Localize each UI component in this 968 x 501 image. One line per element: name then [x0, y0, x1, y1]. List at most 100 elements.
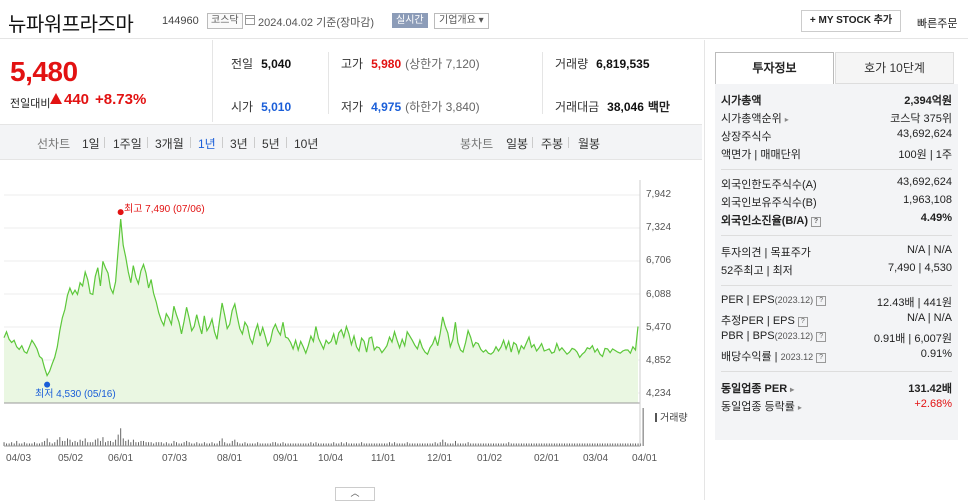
open-price: 시가 5,010 — [231, 100, 292, 114]
tab-orderbook-10[interactable]: 호가 10단계 — [835, 52, 954, 84]
volume-bar — [386, 443, 388, 446]
calendar-icon — [245, 15, 255, 25]
industry-per-row[interactable]: 동일업종 PER ▸ 131.42배 — [721, 383, 952, 395]
volume-bar — [328, 443, 330, 446]
volume-bar — [401, 443, 403, 446]
period-5y[interactable]: 5년 — [262, 137, 280, 151]
volume-bar — [302, 443, 304, 446]
volume-bar — [89, 442, 91, 446]
volume-bar — [224, 442, 226, 446]
help-icon: ? — [811, 217, 821, 227]
quick-order-link[interactable]: 빠른주문 — [917, 18, 958, 30]
volume-bar — [419, 443, 421, 446]
volume-bar — [500, 443, 502, 446]
industry-rate-row[interactable]: 동일업종 등락률 ▸ +2.68% — [721, 398, 952, 413]
volume-bar — [404, 443, 406, 446]
add-my-stock-button[interactable]: + MY STOCK 추가 — [801, 10, 901, 32]
x-tick-label: 06/01 — [108, 453, 134, 464]
volume-bar — [371, 443, 373, 446]
tab-investment-info[interactable]: 투자정보 — [715, 52, 834, 84]
volume-bar — [183, 442, 185, 446]
high-marker — [117, 209, 124, 216]
volume-bar — [335, 443, 337, 446]
period-3m[interactable]: 3개월 — [155, 137, 184, 151]
y-tick-label: 7,324 — [646, 222, 672, 233]
divider — [721, 371, 952, 372]
volume-bar — [300, 443, 302, 446]
y-tick-label: 6,706 — [646, 255, 672, 266]
divider — [328, 52, 329, 114]
price-chart[interactable]: 7,942 7,324 6,706 6,088 5,470 4,852 4,23… — [0, 160, 702, 501]
market-cap-rank-row[interactable]: 시가총액순위 ▸ 코스닥 375위 — [721, 113, 952, 125]
candle-monthly[interactable]: 월봉 — [578, 137, 601, 151]
divider — [222, 137, 223, 148]
volume-bar — [548, 443, 550, 446]
volume-bar — [515, 443, 517, 446]
volume-bar — [46, 438, 48, 446]
volume-bar — [214, 443, 215, 446]
collapse-chart-button[interactable]: ︿ — [335, 487, 375, 501]
volume-bar — [148, 442, 150, 446]
help-icon: ? — [816, 332, 827, 342]
volume-bar — [343, 443, 345, 446]
volume-bar — [543, 443, 545, 446]
volume-bar — [480, 443, 482, 446]
volume-bar — [498, 443, 500, 446]
period-1d[interactable]: 1일 — [82, 137, 100, 151]
divider — [190, 137, 191, 148]
volume-bar — [229, 443, 231, 446]
opinion-row: 투자의견 | 목표주가 N/A | N/A — [721, 244, 952, 259]
volume-bar — [490, 443, 492, 446]
divider — [542, 52, 543, 114]
volume-bar — [576, 443, 578, 446]
volume-bar — [358, 443, 360, 446]
volume-bar — [574, 443, 576, 446]
volume-bar — [99, 440, 101, 446]
divider — [721, 169, 952, 170]
volume-bar — [274, 442, 276, 446]
volume-bar — [132, 439, 134, 446]
company-overview-dropdown[interactable]: 기업개요 ▾ — [434, 13, 489, 29]
period-1y[interactable]: 1년 — [198, 137, 216, 151]
volume-bar — [11, 442, 13, 446]
volume-bar — [640, 443, 642, 446]
volume-bar — [290, 443, 292, 446]
volume-bar — [391, 443, 393, 446]
foreign-limit-row: 외국인한도주식수(A) 43,692,624 — [721, 176, 952, 191]
volume-bar — [209, 443, 210, 446]
volume-bar — [617, 443, 619, 446]
volume-bar — [348, 443, 350, 446]
volume-bar — [551, 443, 553, 446]
candle-daily[interactable]: 일봉 — [506, 137, 529, 151]
volume-bar — [531, 443, 532, 446]
low-price: 저가 4,975 (하한가 3,840) — [341, 100, 480, 114]
volume-bar — [285, 443, 286, 446]
volume-bar — [579, 443, 581, 446]
period-1w[interactable]: 1주일 — [113, 137, 142, 151]
volume-bar — [16, 440, 18, 446]
volume-bar — [414, 443, 416, 446]
volume-bar — [160, 442, 162, 446]
volume-bar — [612, 443, 614, 446]
x-tick-label: 10/04 — [318, 453, 344, 464]
period-3y[interactable]: 3년 — [230, 137, 248, 151]
volume-bar — [241, 443, 243, 446]
volume-bar — [561, 443, 563, 446]
volume-bar — [79, 439, 81, 446]
volume-bar — [117, 434, 119, 446]
volume-bar — [442, 439, 444, 446]
trade-amount: 거래대금 38,046 백만 — [555, 100, 670, 114]
help-icon: ? — [816, 353, 827, 363]
volume-bar — [36, 443, 38, 446]
volume-bar — [254, 443, 256, 446]
x-tick-label: 11/01 — [371, 453, 396, 464]
volume-bar — [82, 440, 84, 446]
volume-bar — [597, 443, 598, 446]
volume-legend: 거래량 — [655, 409, 688, 424]
period-10y[interactable]: 10년 — [294, 137, 319, 151]
realtime-button[interactable]: 실시간 — [392, 13, 428, 28]
volume-bar — [569, 443, 571, 446]
divider — [532, 137, 533, 148]
candle-weekly[interactable]: 주봉 — [541, 137, 564, 151]
volume-bar — [315, 442, 317, 446]
